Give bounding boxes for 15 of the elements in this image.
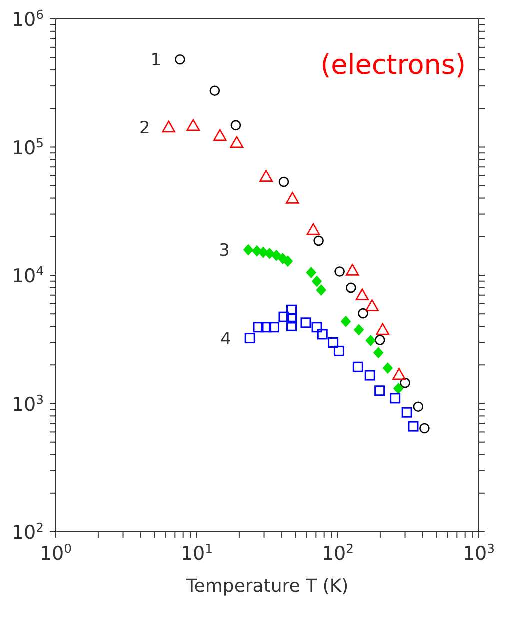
series-label: 1: [150, 50, 162, 71]
x-tick-label: 10$^{3}$: [462, 542, 496, 565]
x-tick-label: 10$^{1}$: [180, 542, 214, 565]
series-label: 2: [139, 118, 150, 138]
x-tick-label: 10$^{0}$: [40, 542, 72, 565]
y-tick-label: 10$^{4}$: [12, 264, 44, 288]
annotation: (electrons): [320, 50, 466, 81]
series-label: 4: [220, 329, 232, 350]
x-tick-label: 10$^{2}$: [322, 542, 354, 565]
y-tick-label: 10$^{5}$: [12, 136, 44, 160]
y-tick-label: 10$^{2}$: [12, 521, 44, 544]
x-axis-title: Temperature T (K): [185, 576, 349, 597]
series-label: 3: [219, 241, 230, 262]
y-tick-label: 10$^{6}$: [12, 8, 44, 31]
y-tick-label: 10$^{3}$: [12, 392, 44, 416]
